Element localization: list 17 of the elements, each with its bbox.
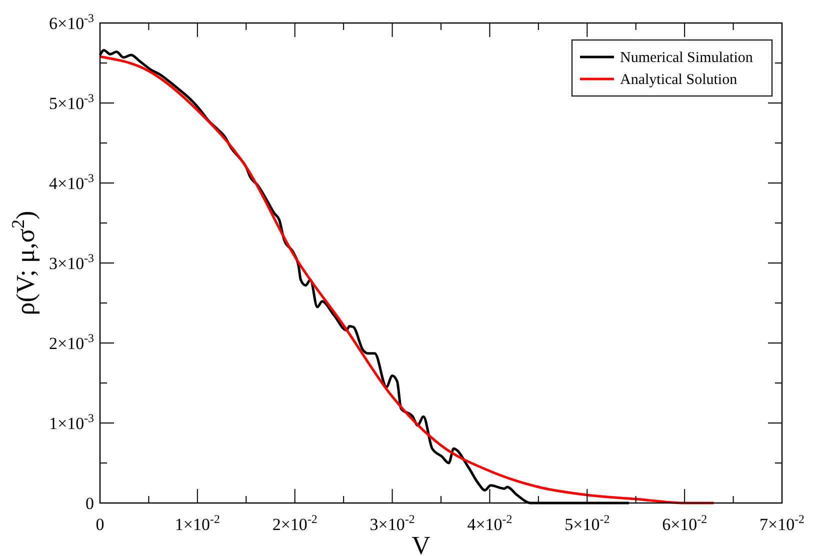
legend-label: Numerical Simulation [620,50,754,66]
x-tick-label: 6×10$^{-2}$ [662,512,708,534]
x-axis-title: V [412,531,431,556]
y-tick-label: 3×10$^{-3}$ [49,251,94,273]
y-tick-label: 4×10$^{-3}$ [49,171,94,193]
x-tick-label: 5×10$^{-2}$ [564,512,610,534]
y-tick-label: 5×10$^{-3}$ [49,91,94,113]
y-tick-label: 2×10$^{-3}$ [49,331,94,353]
x-tick-label: 4×10$^{-2}$ [467,512,512,534]
y-tick-label: 1×10$^{-3}$ [49,411,94,433]
x-tick-label: 7×10$^{-2}$ [760,512,805,534]
x-tick-label: 3×10$^{-2}$ [370,512,415,534]
y-tick-label: 6×10$^{-3}$ [49,11,94,33]
x-tick-label: 2×10$^{-2}$ [272,512,318,534]
y-tick-label: 0 [86,494,94,513]
legend-label: Analytical Solution [620,72,738,88]
x-tick-label: 1×10$^{-2}$ [174,512,220,534]
